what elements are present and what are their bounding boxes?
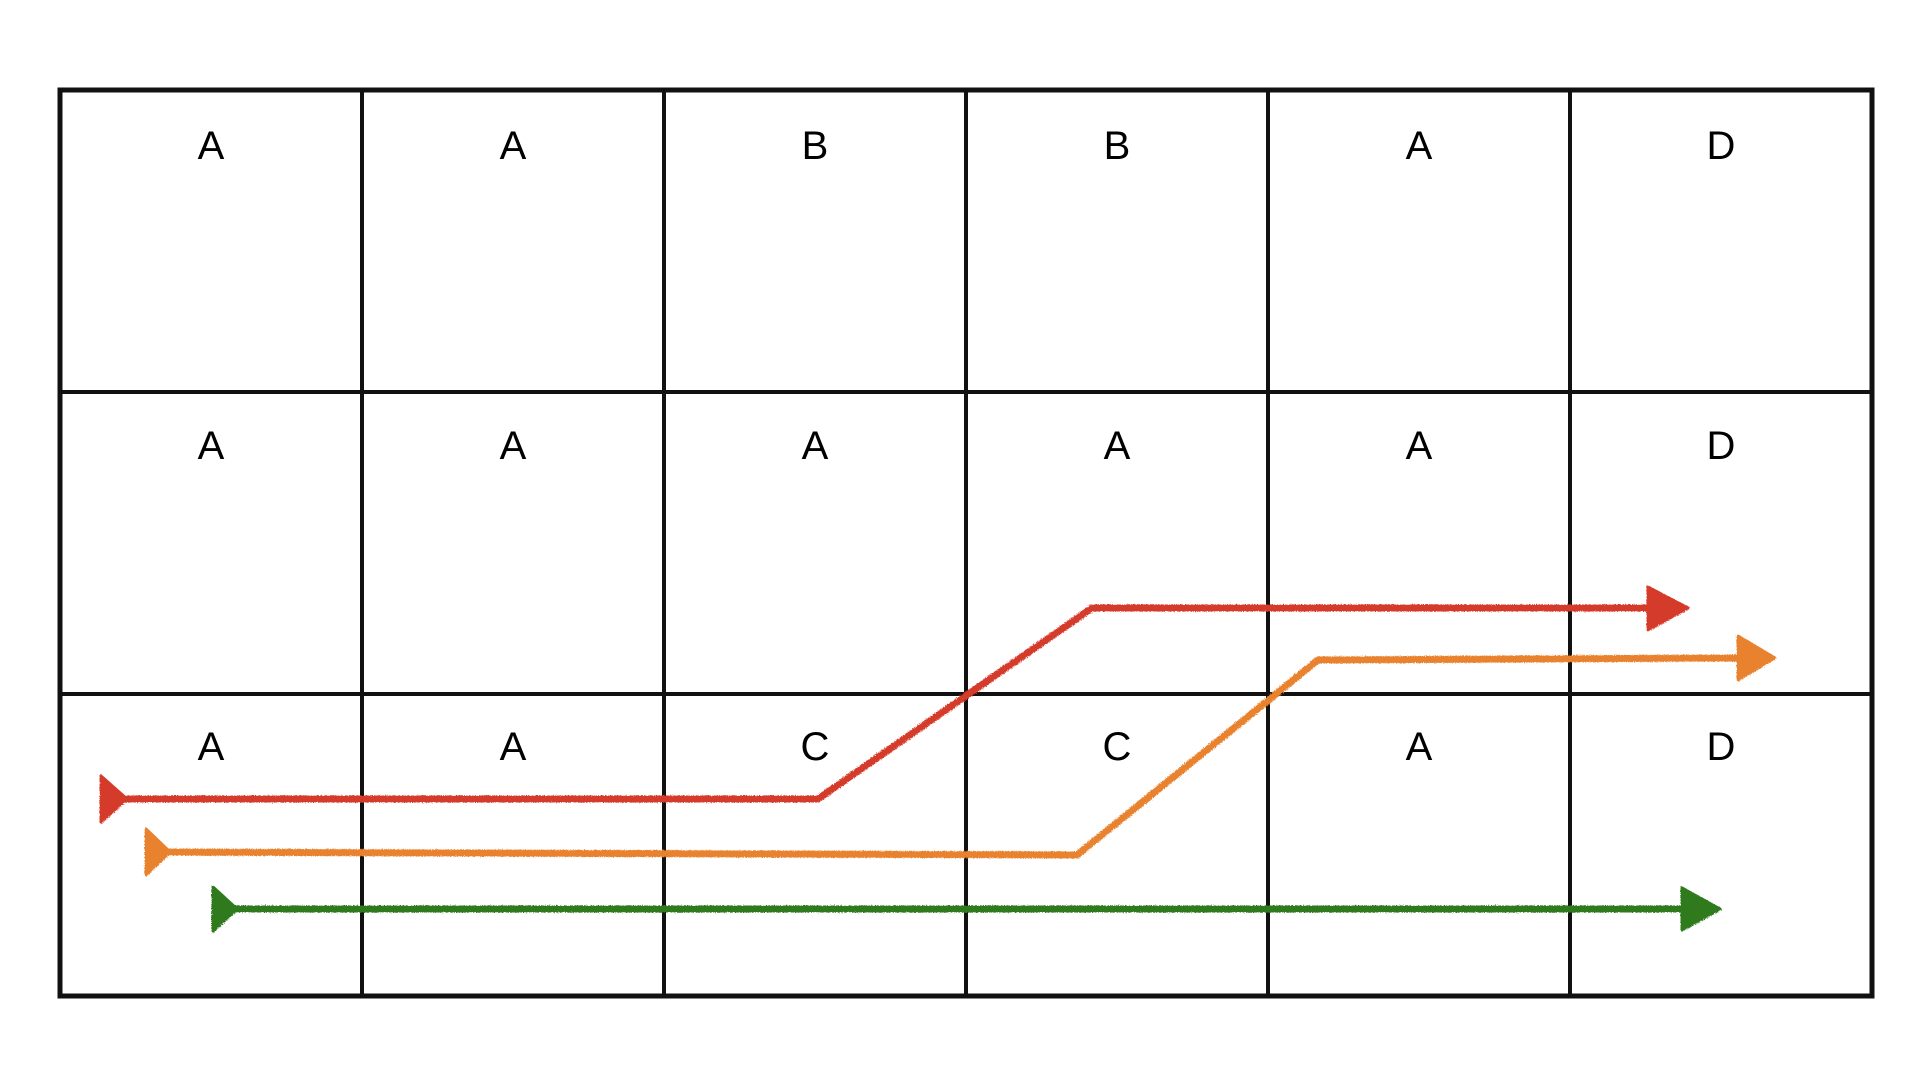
cell-label: A	[198, 124, 225, 168]
cell-label: A	[500, 124, 527, 168]
green-arrow	[211, 885, 1722, 933]
red-arrow-line	[104, 604, 1656, 803]
cell-label: A	[1406, 725, 1433, 769]
red-arrow-head	[1646, 585, 1690, 632]
red-arrow-tail	[99, 774, 129, 824]
orange-arrow-tail	[144, 827, 172, 877]
cell-label: B	[802, 124, 829, 168]
cell-label: A	[500, 424, 527, 468]
cell-label: A	[1406, 424, 1433, 468]
cell-label: C	[801, 725, 830, 769]
cell-label: D	[1707, 124, 1736, 168]
cell-label: D	[1707, 725, 1736, 769]
cell-labels: A A B B A D A A A A A D A A C C A D	[198, 124, 1736, 769]
green-arrow-head	[1680, 886, 1722, 932]
cell-label: A	[1406, 124, 1433, 168]
arrows	[99, 585, 1777, 933]
green-arrow-tail	[211, 885, 239, 933]
orange-arrow-line	[148, 654, 1744, 859]
red-arrow	[99, 585, 1690, 824]
orange-arrow-head	[1736, 634, 1777, 682]
cell-label: B	[1104, 124, 1131, 168]
cell-label: D	[1707, 424, 1736, 468]
cell-label: A	[198, 725, 225, 769]
cell-label: A	[500, 725, 527, 769]
cell-label: A	[1104, 424, 1131, 468]
cell-label: A	[802, 424, 829, 468]
orange-arrow	[144, 634, 1777, 877]
grid	[57, 87, 1875, 999]
cell-label: A	[198, 424, 225, 468]
cell-label: C	[1103, 725, 1132, 769]
